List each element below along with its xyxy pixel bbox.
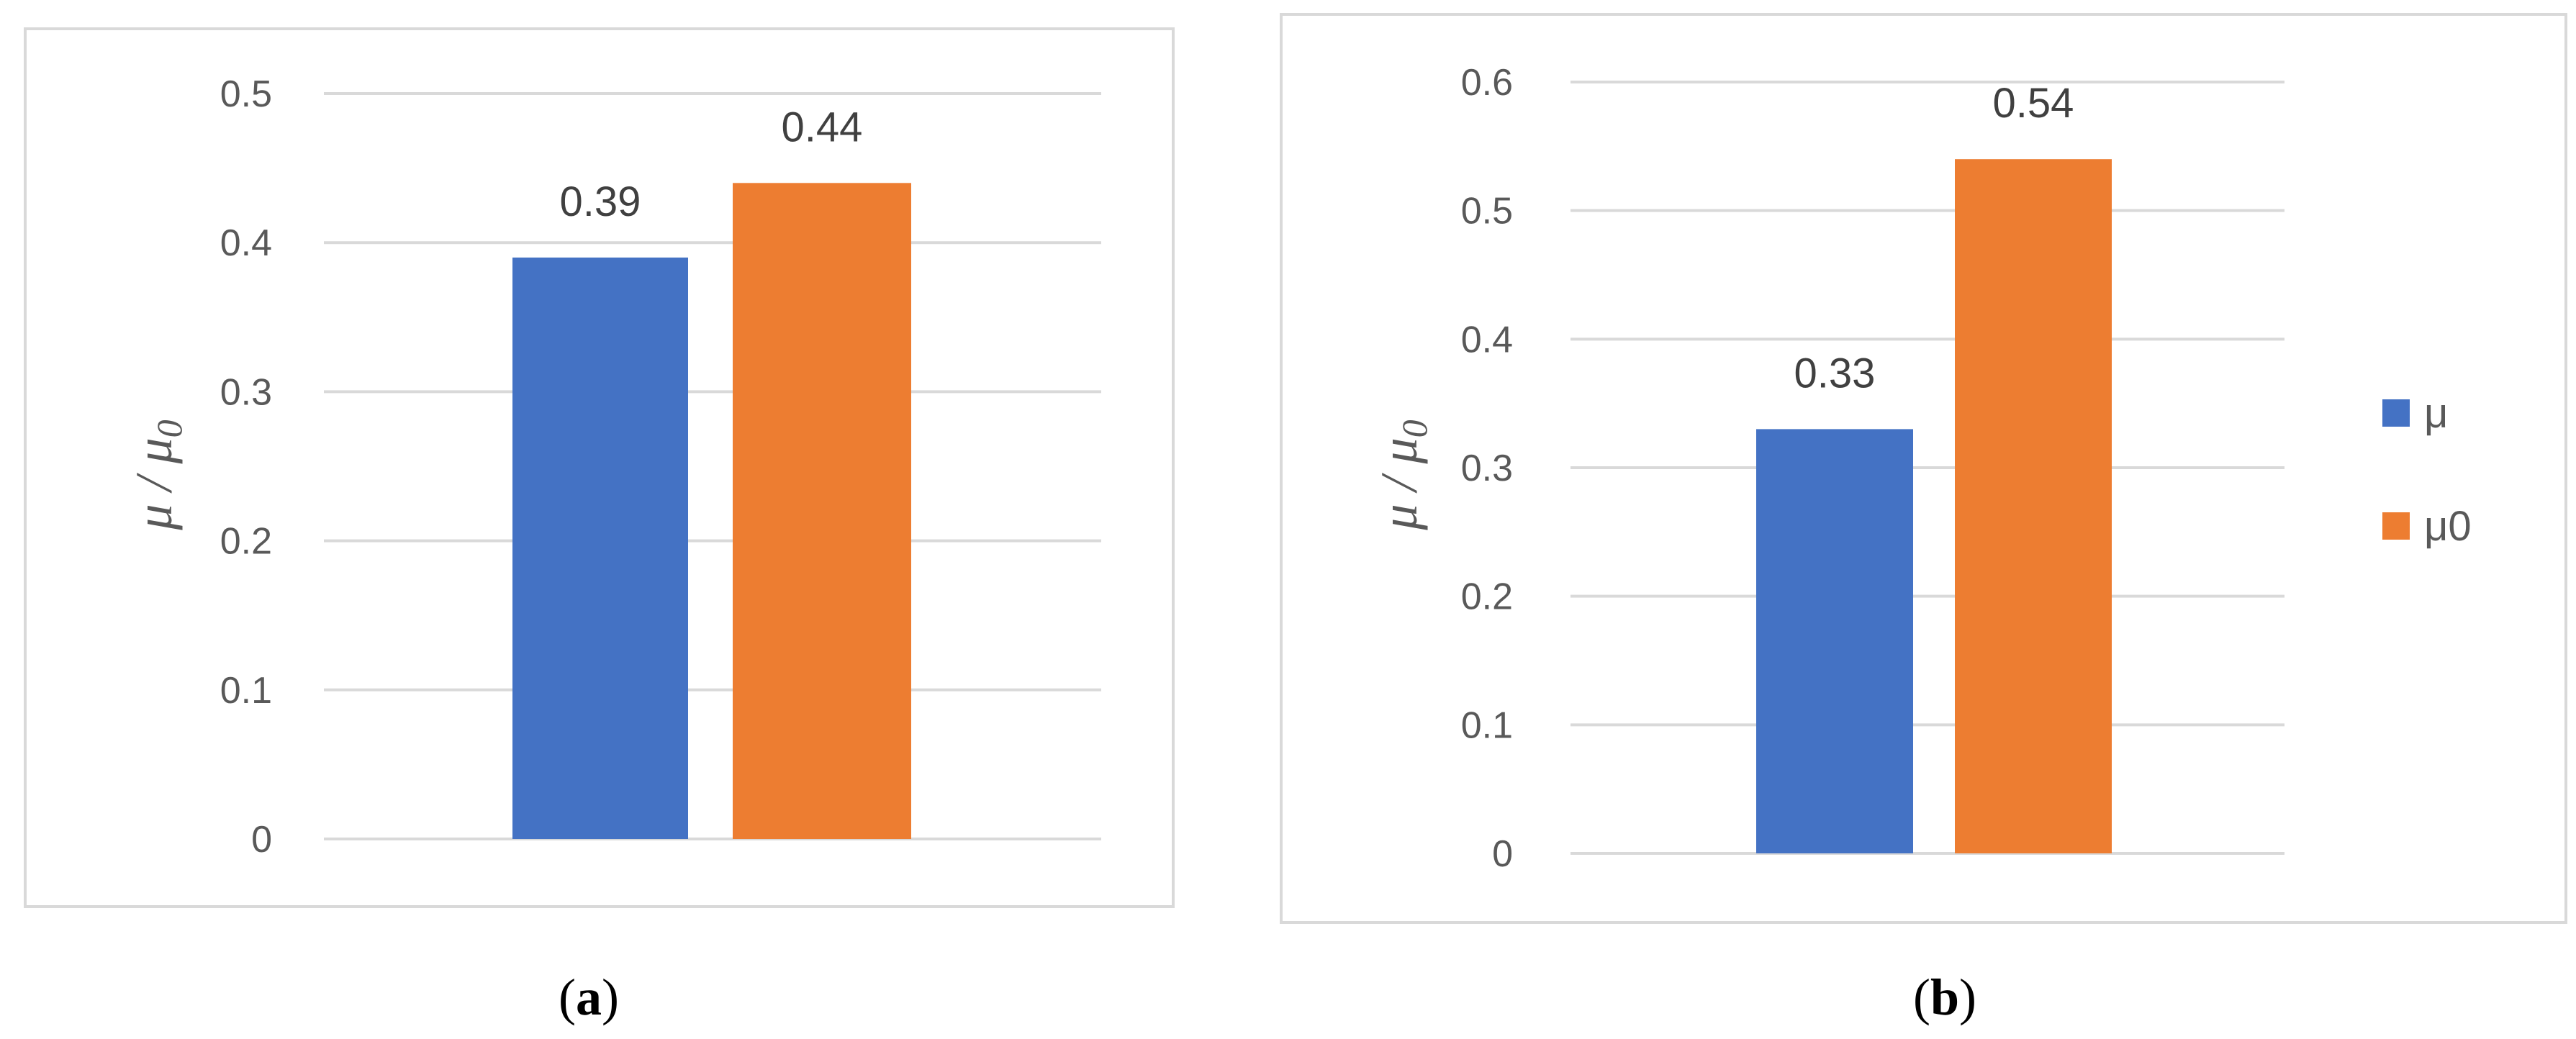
y-tick-labels-a: 0 0.1 0.2 0.3 0.4 0.5 [220,73,272,861]
legend-label-mu0: μ0 [2424,503,2472,550]
y-tick-label: 0.1 [1461,704,1513,746]
data-label: 0.54 [1993,80,2074,127]
y-tick-label: 0.2 [220,521,272,563]
y-tick-label: 0.3 [220,371,272,413]
caption-a: (a) [559,968,619,1026]
y-tick-label: 0.1 [220,670,272,712]
y-axis-label-b: μ / μ0 [1370,419,1434,530]
data-labels-a: 0.39 0.44 [560,104,863,225]
legend-swatch-mu [2382,399,2410,427]
bar-mu0 [1955,159,2112,853]
caption-b: (b) [1913,968,1976,1026]
bars-b [1756,159,2112,853]
y-tick-label: 0.3 [1461,448,1513,489]
y-tick-label: 0 [1492,833,1513,875]
bar-mu [1756,429,1913,853]
chart-panel-b: 0 0.1 0.2 0.3 0.4 0.5 0.6 0.33 0.54 μ / μ0 μ μ0 [1280,13,2567,924]
bars-a [512,183,911,839]
y-tick-label: 0.5 [1461,191,1513,232]
legend-swatch-mu0 [2382,512,2410,540]
y-tick-label: 0.4 [220,222,272,264]
data-label: 0.33 [1794,350,1876,396]
gridlines-a [324,92,1101,840]
y-tick-labels-b: 0 0.1 0.2 0.3 0.4 0.5 0.6 [1461,62,1513,875]
y-tick-label: 0.2 [1461,576,1513,618]
y-tick-label: 0.6 [1461,62,1513,104]
y-tick-label: 0.4 [1461,319,1513,360]
y-tick-label: 0 [251,819,272,861]
y-tick-label: 0.5 [220,73,272,115]
bar-mu0 [733,183,911,839]
data-label: 0.39 [560,178,641,225]
gridlines-b [1571,81,2284,855]
data-label: 0.44 [782,104,863,150]
chart-panel-a: 0 0.1 0.2 0.3 0.4 0.5 0.39 0.44 μ / μ0 [24,27,1175,908]
bar-mu [512,257,688,839]
data-labels-b: 0.33 0.54 [1794,80,2074,396]
legend-label-mu: μ [2424,390,2448,437]
legend: μ μ0 [2382,390,2472,550]
y-axis-label-a: μ / μ0 [125,419,189,530]
